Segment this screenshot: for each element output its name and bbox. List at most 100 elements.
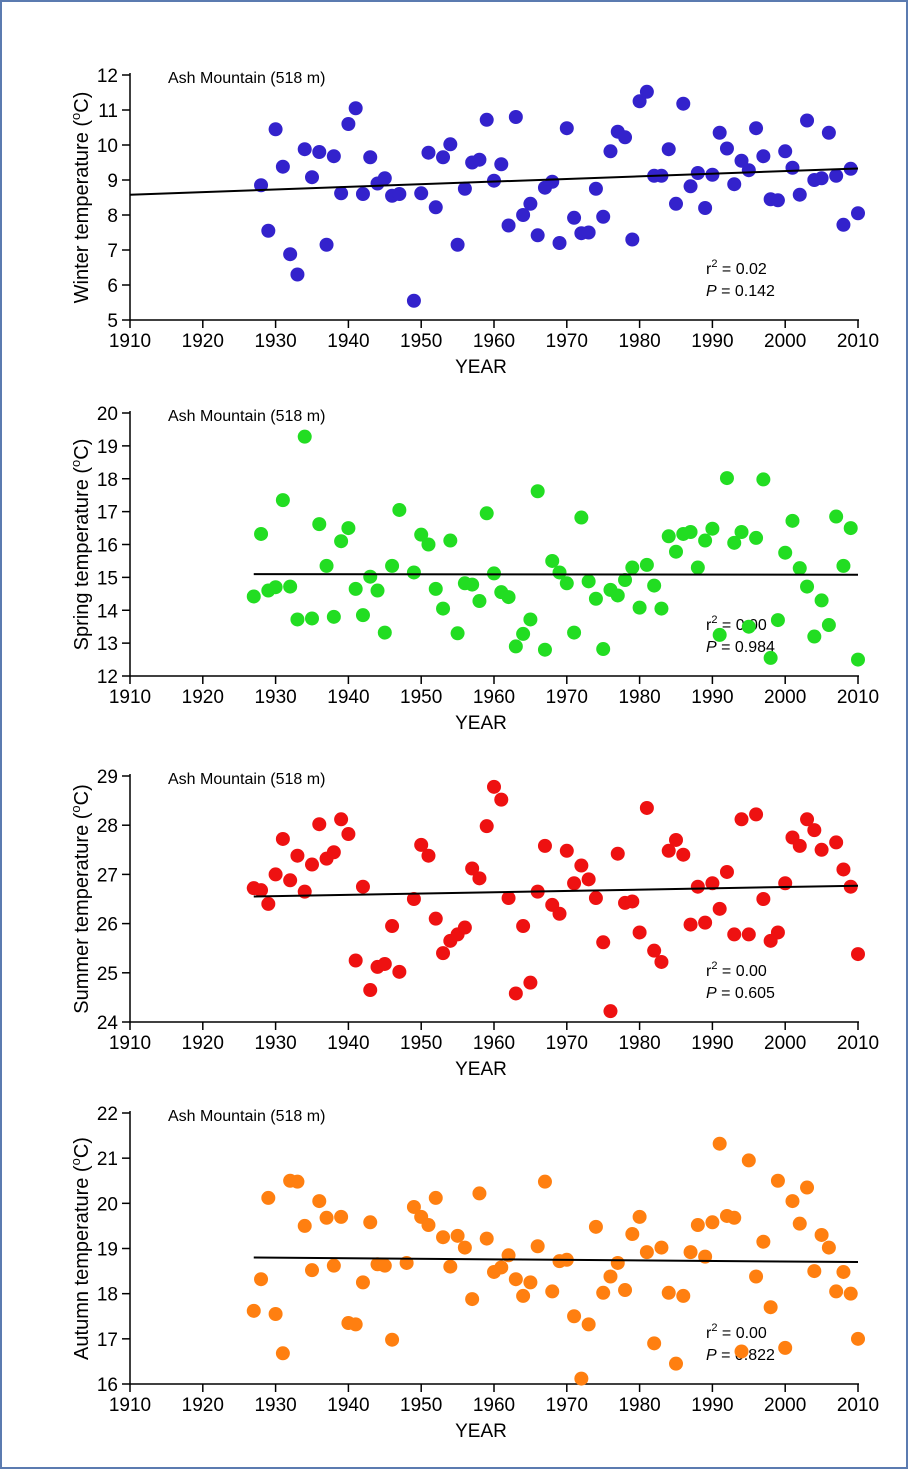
data-point [443, 533, 458, 548]
x-tick-label: 1980 [618, 1395, 660, 1416]
data-point [348, 581, 363, 596]
data-point [545, 1284, 560, 1299]
data-point [676, 1288, 691, 1303]
stat-value: = 0.605 [717, 985, 775, 1002]
data-point [719, 471, 734, 486]
y-tick-label: 17 [97, 503, 118, 524]
data-point [355, 608, 370, 623]
data-point [596, 642, 611, 657]
data-point [625, 894, 640, 909]
data-point [734, 1344, 749, 1359]
data-point [792, 838, 807, 853]
data-point [800, 113, 815, 128]
x-tick-label: 1910 [109, 1033, 151, 1054]
y-label-rest: C) [71, 1137, 93, 1158]
data-point [792, 1216, 807, 1231]
data-point [588, 891, 603, 906]
data-point [734, 153, 749, 168]
data-point [348, 101, 363, 116]
y-tick-label: 12 [97, 66, 118, 87]
data-point [334, 1209, 349, 1224]
data-point [625, 560, 640, 575]
y-label-sup: o [68, 805, 83, 812]
x-tick-label: 1930 [254, 331, 296, 352]
data-point [254, 178, 269, 193]
data-point [756, 892, 771, 906]
data-point [326, 1258, 341, 1273]
data-point [414, 837, 429, 852]
data-point [581, 1317, 596, 1332]
data-point [727, 177, 742, 192]
x-tick-label: 1910 [109, 1395, 151, 1416]
data-point [443, 1259, 458, 1274]
y-tick-label: 13 [97, 634, 118, 655]
y-tick-label: 20 [97, 1194, 118, 1215]
data-point [669, 832, 683, 847]
x-tick-label: 1930 [254, 687, 296, 708]
data-point [785, 160, 800, 175]
x-tick-label: 1970 [546, 1033, 588, 1054]
y-label-text: Summer temperature ( [71, 812, 93, 1014]
data-point [669, 196, 683, 211]
data-point [385, 558, 400, 573]
data-point [669, 1356, 683, 1371]
trend-line [253, 884, 859, 898]
x-axis-label: YEAR [455, 1421, 507, 1442]
data-point [792, 561, 807, 576]
data-point [618, 1283, 633, 1298]
data-point [727, 927, 742, 942]
data-point [297, 1218, 312, 1233]
data-point [472, 1186, 487, 1201]
data-point [705, 167, 720, 182]
data-point [275, 493, 290, 508]
data-point [807, 1264, 822, 1279]
data-point [647, 1336, 662, 1351]
data-point [639, 1245, 654, 1260]
data-point [705, 521, 720, 536]
data-point [639, 84, 654, 99]
data-point [749, 1269, 764, 1284]
data-point [770, 613, 785, 628]
stat-annotation: r2 = 0.00 [706, 960, 767, 980]
data-point [501, 218, 516, 233]
data-point [268, 122, 283, 137]
x-tick-label: 1990 [691, 1395, 733, 1416]
data-point [523, 196, 538, 211]
data-point [625, 232, 640, 247]
stat-symbol: P [706, 639, 717, 656]
y-label-text: Spring temperature ( [71, 467, 93, 651]
y-label-sup: o [68, 460, 83, 467]
data-point [851, 1331, 865, 1346]
stat-annotation: r2 = 0.02 [706, 258, 767, 278]
data-point [508, 639, 523, 654]
data-point [494, 792, 509, 807]
data-point [341, 827, 356, 842]
data-point [749, 121, 764, 136]
data-point [246, 1303, 261, 1318]
data-point [661, 529, 676, 544]
y-tick-label: 22 [97, 1104, 118, 1125]
data-point [676, 847, 691, 862]
data-point [428, 200, 443, 215]
data-point [406, 293, 421, 308]
stat-sup: 2 [711, 1322, 717, 1334]
data-point [334, 534, 349, 549]
data-point [596, 209, 611, 224]
stat-symbol: P [706, 985, 717, 1002]
x-axis-label: YEAR [455, 1059, 507, 1080]
data-point [603, 144, 618, 159]
stat-annotation: P = 0.142 [706, 283, 775, 300]
data-point [836, 217, 851, 232]
data-point [312, 1194, 327, 1209]
data-point [341, 521, 356, 536]
data-point [290, 848, 305, 863]
panel: 24 25 26 27 28 29 1910 1920 1930 1940 1950 1960 1970… [68, 767, 879, 1080]
data-point [428, 581, 443, 596]
data-point [705, 876, 720, 891]
stat-symbol: r [706, 261, 712, 278]
data-point [567, 1309, 582, 1324]
x-tick-label: 1970 [546, 331, 588, 352]
data-point [465, 861, 480, 876]
